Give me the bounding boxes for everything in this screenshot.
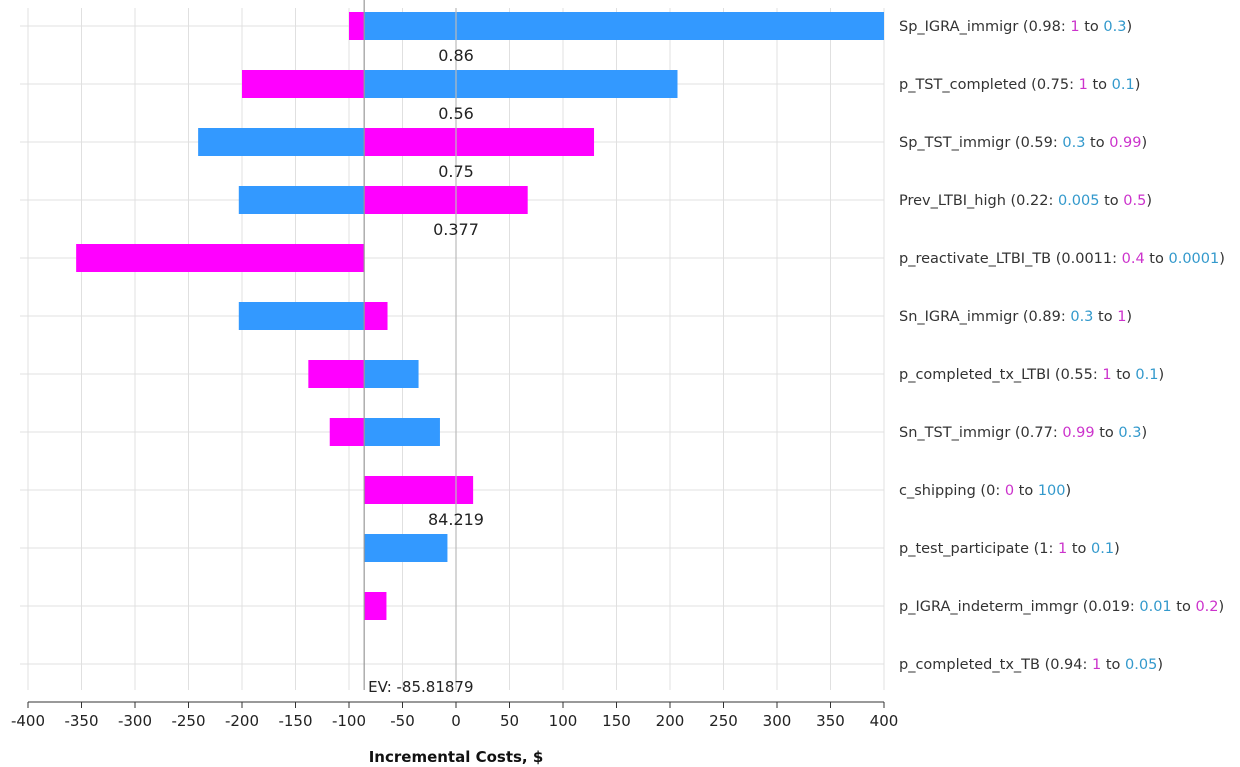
x-tick-label: -250 (171, 712, 205, 730)
bar-low-p_reactivate_LTBI_TB (76, 244, 365, 272)
x-tick-label: 200 (656, 712, 685, 730)
x-tick-label: -200 (225, 712, 259, 730)
threshold-label: 0.86 (438, 46, 474, 65)
param-label-p_IGRA_indeterm_immgr: p_IGRA_indeterm_immgr (0.019: 0.01 to 0.… (899, 599, 1224, 615)
x-tick-label: -50 (390, 712, 415, 730)
bar-high-p_completed_tx_LTBI (364, 360, 419, 388)
x-axis-title: Incremental Costs, $ (369, 748, 544, 766)
x-tick-label: 350 (816, 712, 845, 730)
bar-low-Sn_IGRA_immigr (238, 302, 365, 330)
x-tick-label: -300 (118, 712, 152, 730)
threshold-label: 0.377 (433, 220, 479, 239)
threshold-label: 0.75 (438, 162, 474, 181)
bar-low-Sn_TST_immigr (329, 418, 365, 446)
bar-high-p_test_participate (364, 534, 448, 562)
bar-high-p_IGRA_indeterm_immgr (364, 592, 387, 620)
bar-low-p_completed_tx_LTBI (308, 360, 365, 388)
param-label-p_test_participate: p_test_participate (1: 1 to 0.1) (899, 541, 1120, 557)
param-label-Sn_IGRA_immigr: Sn_IGRA_immigr (0.89: 0.3 to 1) (899, 309, 1132, 325)
param-label-Sp_IGRA_immigr: Sp_IGRA_immigr (0.98: 1 to 0.3) (899, 19, 1132, 35)
param-label-p_TST_completed: p_TST_completed (0.75: 1 to 0.1) (899, 77, 1140, 93)
x-tick-label: -350 (64, 712, 98, 730)
ev-label: EV: -85.81879 (368, 678, 473, 696)
param-label-p_completed_tx_TB: p_completed_tx_TB (0.94: 1 to 0.05) (899, 657, 1163, 673)
x-tick-label: 300 (763, 712, 792, 730)
bar-low-c_shipping (364, 476, 474, 504)
bar-high-Prev_LTBI_high (364, 186, 528, 214)
x-tick-label: 400 (870, 712, 899, 730)
bar-layer (76, 12, 884, 620)
x-tick-label: 0 (451, 712, 461, 730)
bar-low-Prev_LTBI_high (238, 186, 365, 214)
label-layer: EV: -85.81879 0.86 0.56 0.75 0.377 84.219 Sp_I… (368, 19, 1225, 696)
bar-low-p_TST_completed (242, 70, 365, 98)
x-tick-label: -400 (11, 712, 45, 730)
x-tick-label: 100 (549, 712, 578, 730)
bar-high-p_TST_completed (364, 70, 678, 98)
bar-low-Sp_IGRA_immigr (349, 12, 365, 40)
reference-lines (363, 0, 457, 690)
param-label-p_completed_tx_LTBI: p_completed_tx_LTBI (0.55: 1 to 0.1) (899, 367, 1164, 383)
x-tick-label: -100 (332, 712, 366, 730)
x-axis: -400 -350 -300 -250 -200 -150 -100 -50 0 50 100 150… (11, 701, 899, 730)
bar-high-Sn_TST_immigr (364, 418, 440, 446)
param-label-c_shipping: c_shipping (0: 0 to 100) (899, 483, 1071, 499)
x-tick-label: 250 (709, 712, 738, 730)
bar-high-Sp_IGRA_immigr (364, 12, 884, 40)
param-label-p_reactivate_LTBI_TB: p_reactivate_LTBI_TB (0.0011: 0.4 to 0.0… (899, 251, 1225, 267)
bar-high-Sn_IGRA_immigr (364, 302, 388, 330)
param-label-Sn_TST_immigr: Sn_TST_immigr (0.77: 0.99 to 0.3) (899, 425, 1147, 441)
x-tick-label: 50 (500, 712, 519, 730)
param-label-Prev_LTBI_high: Prev_LTBI_high (0.22: 0.005 to 0.5) (899, 193, 1152, 209)
threshold-label: 84.219 (428, 510, 484, 529)
bar-low-Sp_TST_immigr (198, 128, 365, 156)
x-tick-label: 150 (602, 712, 631, 730)
x-tick-label: -150 (278, 712, 312, 730)
param-label-Sp_TST_immigr: Sp_TST_immigr (0.59: 0.3 to 0.99) (899, 135, 1147, 151)
bar-high-Sp_TST_immigr (364, 128, 595, 156)
threshold-label: 0.56 (438, 104, 474, 123)
